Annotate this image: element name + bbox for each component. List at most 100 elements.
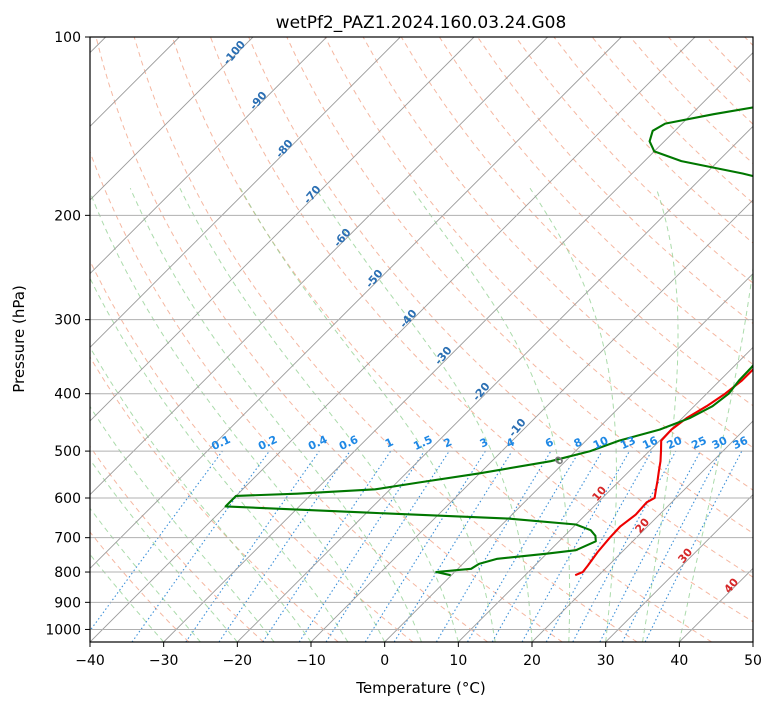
isotherm-line — [90, 37, 475, 422]
mixing-ratio-label: 8 — [572, 435, 584, 450]
mixing-ratio-label: 13 — [618, 434, 637, 452]
mixing-ratio-label: 1.5 — [411, 433, 434, 453]
isotherm-line — [90, 37, 254, 201]
x-axis-label: Temperature (°C) — [355, 679, 485, 697]
moist-adiabat-line — [90, 190, 386, 642]
dry-adiabat-label: 40 — [721, 575, 741, 595]
dry-adiabat-line — [90, 445, 264, 642]
mixing-ratio-label: 0.4 — [306, 433, 329, 453]
mixing-ratio-label: 0.6 — [337, 433, 360, 453]
mixing-ratio-line — [131, 450, 270, 642]
mixing-ratio-label: 36 — [731, 434, 751, 452]
moist-adiabat-line — [179, 187, 459, 642]
moist-adiabat-line — [90, 507, 201, 642]
dry-adiabat-label: -30 — [432, 344, 455, 368]
moist-adiabat-line — [90, 553, 165, 642]
mixing-ratio-label: 0.2 — [256, 433, 279, 453]
y-tick-label: 100 — [54, 30, 81, 46]
mixing-ratio-label: 20 — [665, 434, 685, 452]
mixing-ratio-label: 30 — [710, 434, 730, 452]
mixing-ratio-line — [467, 450, 580, 642]
dry-adiabat-label: 20 — [632, 515, 652, 535]
chart-title: wetPf2_PAZ1.2024.160.03.24.G08 — [276, 13, 567, 33]
dry-adiabat-label: 0 — [552, 453, 567, 467]
dry-adiabat-line — [90, 531, 190, 642]
plot-frame — [89, 36, 754, 643]
dry-adiabat-label: -90 — [247, 89, 270, 113]
mixing-ratio-label: 0.1 — [209, 433, 232, 453]
x-tick-label: 0 — [380, 653, 389, 669]
x-tick-label: 20 — [523, 653, 541, 669]
moist-adiabat-line — [90, 346, 312, 642]
x-tick-label: −20 — [223, 653, 253, 669]
moist-adiabat-line — [90, 277, 349, 642]
dry-adiabat-line — [400, 37, 753, 407]
dry-adiabat-label: -80 — [273, 137, 296, 161]
isotherm-line — [90, 37, 401, 348]
y-tick-label: 800 — [54, 565, 81, 581]
dry-adiabat-line — [171, 37, 712, 642]
y-tick-label: 400 — [54, 387, 81, 403]
dry-adiabat-label: -60 — [331, 226, 354, 250]
moist-adiabat-line — [642, 188, 679, 642]
isotherm-line — [605, 494, 753, 642]
x-tick-label: 10 — [449, 653, 467, 669]
y-tick-label: 900 — [54, 595, 81, 611]
y-tick-label: 500 — [54, 444, 81, 460]
isotherm-line — [90, 37, 622, 569]
moist-adiabat-line — [315, 187, 533, 642]
dry-adiabat-label: 10 — [589, 483, 609, 503]
dry-adiabat-line — [90, 150, 488, 642]
isotherm-line — [163, 52, 753, 642]
mixing-ratio-line — [521, 450, 630, 642]
moist-adiabat-line — [678, 264, 753, 642]
dry-adiabat-line — [90, 259, 414, 642]
mixing-ratio-line — [572, 450, 677, 642]
dry-adiabat-label: -100 — [220, 38, 248, 68]
dry-adiabat-line — [706, 37, 753, 86]
isotherm-line — [384, 273, 753, 642]
x-tick-label: 50 — [744, 653, 762, 669]
mixing-ratio-label: 3 — [478, 435, 490, 450]
mixing-ratio-line — [644, 450, 743, 642]
dry-adiabat-line — [248, 37, 753, 578]
dry-adiabat-label: -70 — [301, 183, 324, 207]
temperature-profile-line — [574, 367, 753, 577]
y-tick-label: 700 — [54, 531, 81, 547]
x-tick-label: 40 — [670, 653, 688, 669]
mixing-ratio-label: 1 — [383, 435, 395, 450]
x-tick-label: −30 — [149, 653, 179, 669]
y-tick-label: 1000 — [45, 622, 81, 638]
moist-adiabat-line — [529, 187, 617, 642]
mixing-ratio-line — [262, 450, 392, 642]
dry-adiabat-line — [133, 37, 638, 642]
dry-adiabat-label: -40 — [397, 307, 420, 331]
moist-adiabat-line — [239, 187, 496, 642]
y-tick-label: 200 — [54, 208, 81, 224]
dry-adiabat-line — [744, 37, 753, 47]
x-tick-label: −40 — [75, 653, 105, 669]
isotherm-line — [90, 37, 548, 496]
x-tick-label: 30 — [597, 653, 615, 669]
isotherm-line — [90, 37, 327, 275]
dry-adiabat-line — [90, 356, 339, 642]
dry-adiabat-line — [438, 37, 753, 366]
y-axis-label: Pressure (hPa) — [10, 285, 28, 393]
mixing-ratio-line — [298, 450, 425, 642]
mixing-ratio-label: 10 — [591, 434, 611, 452]
isotherm-line — [90, 37, 696, 642]
isotherm-line — [679, 567, 753, 642]
dry-adiabat-label: -20 — [470, 380, 493, 404]
isotherm-line — [310, 199, 753, 642]
isotherm-line — [458, 346, 753, 642]
dewpoint-profile-line — [224, 106, 753, 577]
x-tick-label: −10 — [296, 653, 326, 669]
dry-adiabat-line — [515, 37, 753, 284]
dry-adiabat-line — [95, 37, 563, 642]
isotherm-line — [531, 420, 753, 642]
moist-adiabat-line — [90, 405, 275, 642]
dry-adiabat-line — [210, 37, 753, 623]
y-tick-label: 600 — [54, 491, 81, 507]
isotherm-line — [237, 125, 753, 642]
